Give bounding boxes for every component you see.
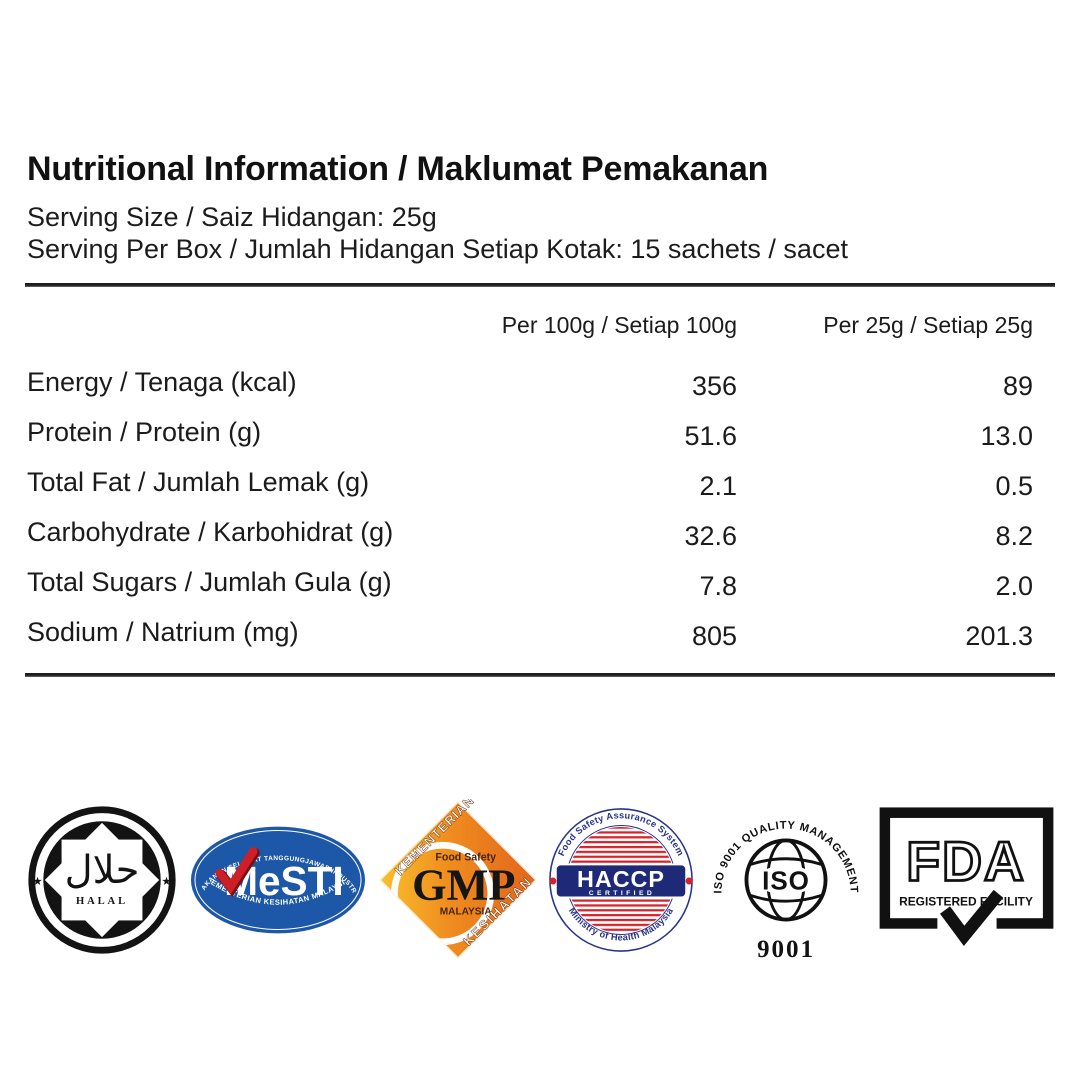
row-value-per-25g: 201.3 <box>965 620 1033 651</box>
nutrition-table: Per 100g / Setiap 100g Per 25g / Setiap … <box>25 303 1055 657</box>
column-header-per-25g: Per 25g / Setiap 25g <box>823 311 1033 338</box>
row-value-per-100g: 7.8 <box>699 570 737 601</box>
gmp-logo-icon: Food Safety GMP MALAYSIA KEMENTERIAN KES… <box>378 799 537 959</box>
table-row: Total Fat / Jumlah Lemak (g) 2.1 0.5 <box>25 457 1055 507</box>
svg-text:GMP: GMP <box>412 859 515 909</box>
svg-text:★: ★ <box>32 875 42 887</box>
divider-top <box>25 283 1055 287</box>
row-value-per-25g: 8.2 <box>995 520 1033 551</box>
table-row: Carbohydrate / Karbohidrat (g) 32.6 8.2 <box>25 507 1055 557</box>
row-label: Energy / Tenaga (kcal) <box>27 366 297 397</box>
svg-text:CERTIFIED: CERTIFIED <box>589 890 656 897</box>
svg-text:REGISTERED FACILITY: REGISTERED FACILITY <box>899 894 1033 908</box>
fda-logo-icon: FDA REGISTERED FACILITY <box>879 806 1054 946</box>
row-value-per-100g: 805 <box>691 620 737 651</box>
fda-check-icon <box>940 889 1004 946</box>
row-label: Protein / Protein (g) <box>27 416 262 447</box>
row-value-per-25g: 0.5 <box>995 470 1033 501</box>
halal-logo-icon: ★ ★ حلال HALAL <box>28 805 176 954</box>
svg-text:MALAYSIA: MALAYSIA <box>439 906 492 917</box>
svg-text:حلال: حلال <box>65 847 140 892</box>
svg-text:HACCP: HACCP <box>577 865 665 891</box>
row-value-per-100g: 356 <box>691 370 737 401</box>
mesti-logo-icon: MAKANAN SELAMAT TANGGUNGJAWAB INDUSTRI K… <box>189 824 365 933</box>
svg-text:★: ★ <box>161 875 171 887</box>
svg-text:HALAL: HALAL <box>76 896 128 907</box>
page-title: Nutritional Information / Maklumat Pemak… <box>27 150 769 188</box>
certification-logos: ★ ★ حلال HALAL MAKANAN SELAMAT TANGGUNGJ… <box>25 795 1055 964</box>
row-value-per-25g: 2.0 <box>995 570 1033 601</box>
iso-9001-logo-icon: ISO ISO 9001 QUALITY MANAGEMENT 9001 <box>713 820 860 964</box>
row-value-per-100g: 2.1 <box>699 470 737 501</box>
row-label: Sodium / Natrium (mg) <box>27 616 299 647</box>
row-value-per-25g: 13.0 <box>980 420 1033 451</box>
divider-bottom <box>25 673 1055 677</box>
svg-text:9001: 9001 <box>757 936 815 963</box>
svg-text:FDA: FDA <box>906 830 1026 892</box>
table-row: Protein / Protein (g) 51.6 13.0 <box>25 407 1055 457</box>
haccp-logo-icon: Food Safety Assurance System Ministry of… <box>549 807 694 952</box>
table-header-row: Per 100g / Setiap 100g Per 25g / Setiap … <box>25 303 1055 347</box>
svg-text:ISO: ISO <box>762 866 810 896</box>
table-row: Sodium / Natrium (mg) 805 201.3 <box>25 607 1055 657</box>
table-row: Energy / Tenaga (kcal) 356 89 <box>25 357 1055 407</box>
row-label: Total Sugars / Jumlah Gula (g) <box>27 566 392 597</box>
row-value-per-100g: 32.6 <box>684 520 737 551</box>
row-label: Total Fat / Jumlah Lemak (g) <box>27 466 370 497</box>
serving-size-line: Serving Size / Saiz Hidangan: 25g <box>27 202 437 232</box>
row-value-per-25g: 89 <box>1002 370 1033 401</box>
row-label: Carbohydrate / Karbohidrat (g) <box>27 516 394 547</box>
svg-text:Food Safety: Food Safety <box>435 851 496 863</box>
serving-per-box-line: Serving Per Box / Jumlah Hidangan Setiap… <box>27 234 848 264</box>
column-header-per-100g: Per 100g / Setiap 100g <box>501 311 737 338</box>
table-row: Total Sugars / Jumlah Gula (g) 7.8 2.0 <box>25 557 1055 607</box>
row-value-per-100g: 51.6 <box>684 420 737 451</box>
